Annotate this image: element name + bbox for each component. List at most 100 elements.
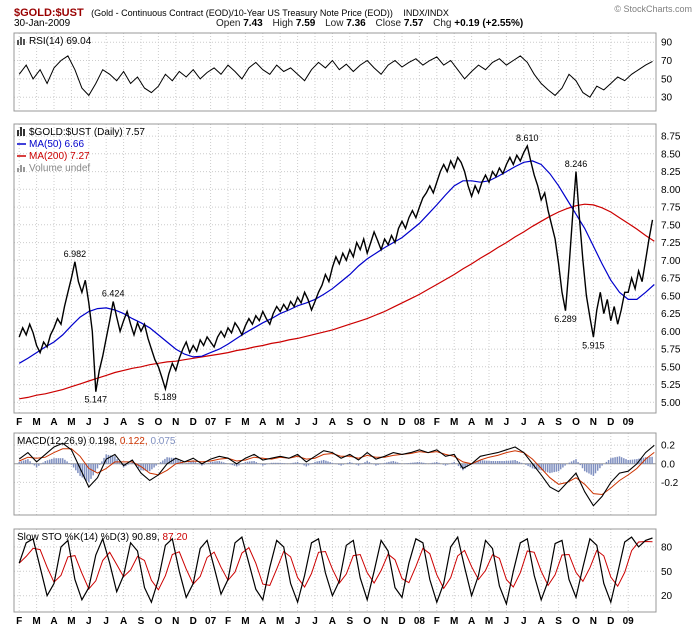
ma200-legend-row: MA(200) 7.27	[17, 151, 145, 163]
y-axis-label: 8.00	[661, 185, 681, 196]
ma50-legend-row: MA(50) 6.66	[17, 139, 145, 151]
line-icon	[17, 155, 26, 157]
y-axis-label: 80	[661, 542, 673, 553]
chart-header: $GOLD:$UST (Gold - Continuous Contract (…	[14, 3, 449, 21]
x-axis-label: O	[155, 417, 163, 428]
price-legend-text: $GOLD:$UST (Daily) 7.57	[29, 127, 145, 138]
rsi-legend: RSI(14) 69.04	[17, 36, 91, 48]
x-axis-label: O	[363, 616, 371, 627]
y-axis-label: 7.50	[661, 220, 681, 231]
quote-value: +0.19 (+2.55%)	[454, 18, 524, 29]
x-axis-label: J	[103, 417, 109, 428]
y-axis-label: 8.25	[661, 167, 681, 178]
x-axis-label: M	[32, 616, 40, 627]
x-axis-label: O	[155, 616, 163, 627]
x-axis-label: M	[450, 616, 458, 627]
y-axis-label: 50	[661, 74, 673, 85]
sto-value-d: 87.20	[162, 532, 188, 543]
x-axis-label: M	[485, 417, 493, 428]
y-axis-label: 50	[661, 567, 673, 578]
y-axis-label: 8.75	[661, 132, 681, 143]
x-axis-label: 09	[623, 616, 635, 627]
price-annotation: 8.610	[516, 133, 539, 143]
y-axis-label: 30	[661, 93, 673, 104]
x-axis-label: N	[172, 616, 179, 627]
x-axis-label: M	[241, 616, 249, 627]
y-axis-label: 7.25	[661, 238, 681, 249]
price-annotation: 5.189	[154, 392, 177, 402]
price-line	[18, 144, 654, 392]
quote-label: Open	[216, 18, 241, 29]
sto-legend: Slow STO %K(14) %D(3) 90.89, 87.20	[17, 532, 187, 544]
rsi-legend-text: RSI(14) 69.04	[29, 36, 92, 47]
x-axis-label: A	[538, 616, 545, 627]
x-axis-label: M	[450, 417, 458, 428]
x-axis-label: N	[590, 616, 597, 627]
x-axis-label: J	[521, 616, 527, 627]
x-axis-label: J	[504, 417, 510, 428]
quote-value: 7.59	[295, 18, 316, 29]
x-axis-label: O	[572, 417, 580, 428]
y-axis-label: 6.50	[661, 291, 681, 302]
quote-label: Low	[325, 18, 344, 29]
quote-value: 7.57	[403, 18, 424, 29]
ma50-legend-text: MA(50) 6.66	[29, 139, 85, 150]
x-axis-label: J	[504, 616, 510, 627]
x-axis-label: F	[225, 417, 231, 428]
x-axis-label: M	[485, 616, 493, 627]
y-axis-label: 70	[661, 56, 673, 67]
x-axis-label: J	[312, 417, 318, 428]
y-axis-label: 0.0	[661, 459, 675, 470]
price-annotation: 6.289	[554, 314, 577, 324]
x-axis-label: S	[555, 417, 562, 428]
symbol-description: (Gold - Continuous Contract (EOD)/10-Yea…	[91, 8, 393, 18]
price-annotation: 6.982	[64, 249, 87, 259]
price-legend: $GOLD:$UST (Daily) 7.57 MA(50) 6.66 MA(2…	[17, 127, 145, 175]
x-axis-label: D	[190, 417, 197, 428]
x-axis-label: N	[590, 417, 597, 428]
sto-value-k: 90.89,	[131, 532, 160, 543]
x-axis-label: A	[329, 616, 336, 627]
x-axis-label: F	[434, 417, 440, 428]
sto-panel-border	[13, 528, 657, 613]
x-axis-label: D	[398, 616, 405, 627]
quote-value: 7.43	[243, 18, 263, 29]
y-axis-label: 7.00	[661, 256, 681, 267]
x-axis-label: A	[259, 417, 266, 428]
rsi-panel-border	[13, 32, 657, 112]
x-axis-label: S	[555, 616, 562, 627]
chart-date: 30-Jan-2009	[14, 18, 71, 29]
x-axis-label: D	[607, 616, 614, 627]
x-axis-label: A	[120, 616, 127, 627]
macd-line	[18, 442, 655, 507]
x-axis-label: N	[172, 417, 179, 428]
x-axis-label: S	[138, 417, 145, 428]
x-axis-label: A	[120, 417, 127, 428]
rsi-line	[18, 55, 653, 98]
price-annotation: 5.915	[582, 340, 605, 350]
y-axis-label: 90	[661, 38, 673, 49]
x-axis-label: A	[538, 417, 545, 428]
ma200-line	[19, 203, 655, 400]
x-axis-label: J	[86, 417, 92, 428]
y-axis-label: -0.2	[661, 478, 679, 489]
x-axis-label: F	[434, 616, 440, 627]
macd-panel-background	[14, 433, 656, 515]
x-axis-label: D	[398, 417, 405, 428]
x-axis-label: A	[329, 417, 336, 428]
y-axis-label: 5.00	[661, 398, 681, 409]
x-axis-label: M	[276, 616, 284, 627]
quote-line: Open 7.43 High 7.59 Low 7.36 Close 7.57 …	[216, 18, 523, 29]
macd-legend: MACD(12,26,9) 0.198, 0.122, 0.075	[17, 436, 175, 448]
quote-label: Chg	[433, 18, 452, 29]
price-annotation: 6.424	[102, 289, 125, 299]
x-axis-label: S	[138, 616, 145, 627]
sto-legend-name: Slow STO %K(14) %D(3)	[17, 532, 130, 543]
x-axis-label: M	[241, 417, 249, 428]
quote-value: 7.36	[346, 18, 366, 29]
x-axis-label: M	[276, 417, 284, 428]
price-panel-border	[13, 123, 657, 414]
x-axis-label: M	[67, 417, 75, 428]
